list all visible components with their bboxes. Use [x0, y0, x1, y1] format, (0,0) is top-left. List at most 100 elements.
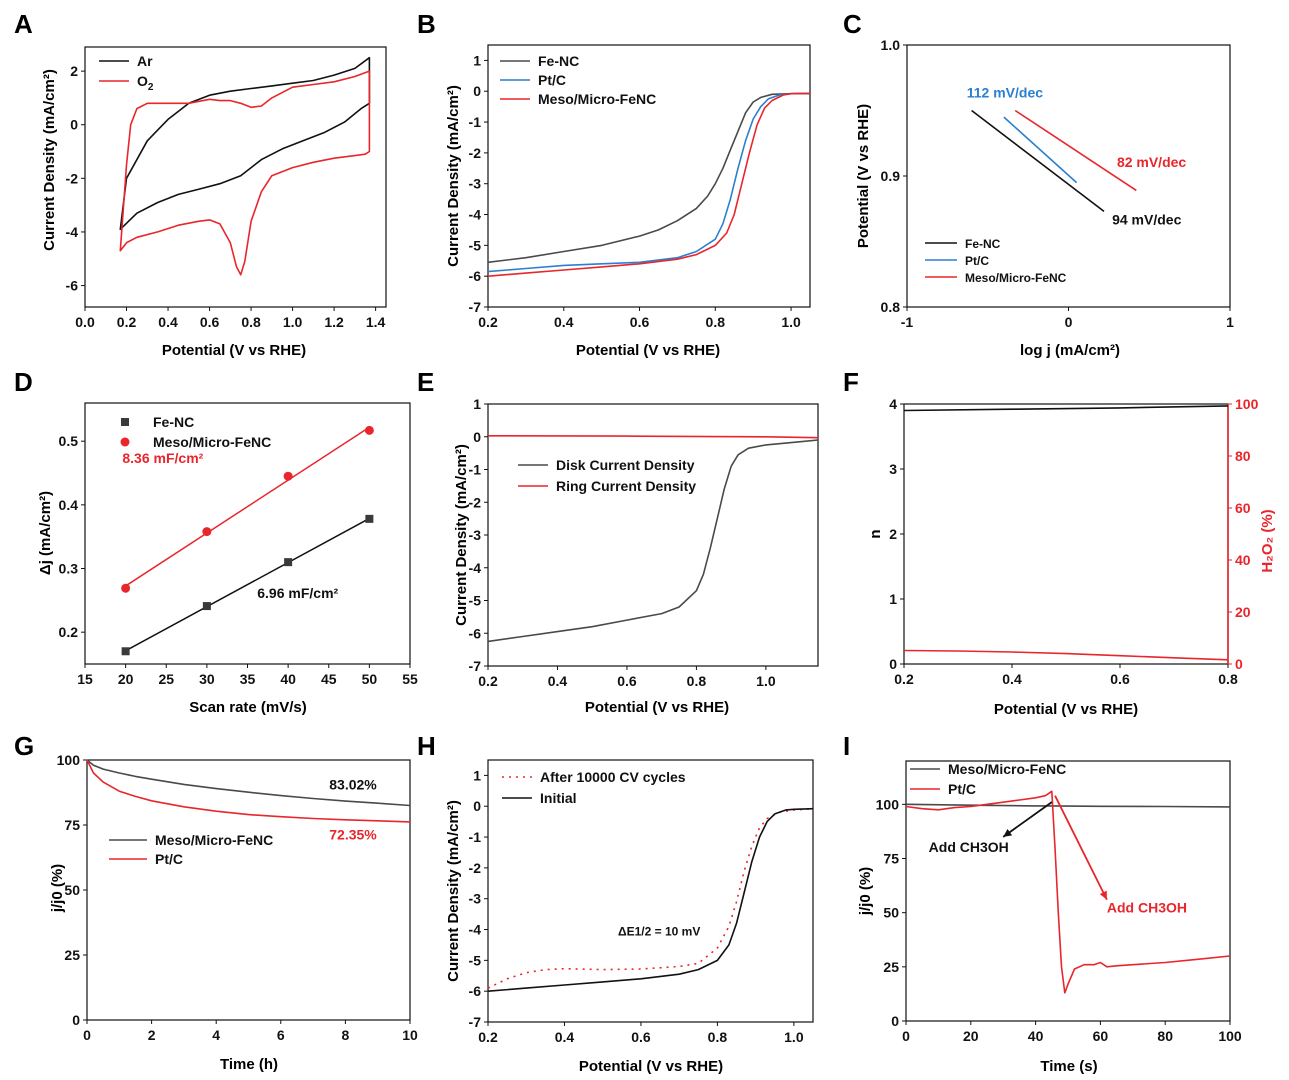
plot-area: 0.2 0.4 0.6 0.8 1.0 -7 -6 -5 -4 -3 -2 -1 0 1 Disk Curr…	[469, 396, 819, 689]
x-axis-title: Potential (V vs RHE)	[579, 1058, 723, 1075]
x-tick-label: 0.6	[1110, 671, 1130, 687]
y2-axis-title: H₂O₂ (%)	[1259, 509, 1276, 572]
fit-line	[125, 426, 370, 587]
annotation: 6.96 mF/cm²	[257, 585, 338, 601]
legend-label: Pt/C	[948, 781, 976, 797]
y2-tick-label: 100	[1235, 396, 1259, 412]
plot-area: 0.0 0.2 0.4 0.6 0.8 1.0 1.2 1.4 -6 -4 -2 0 2 Ar O2	[66, 46, 387, 330]
annotation: Add CH3OH	[929, 839, 1009, 855]
legend-label: Initial	[540, 790, 577, 806]
x-tick-label: 0.4	[158, 314, 178, 330]
y-tick-label: 0.4	[59, 497, 79, 513]
x-tick-label: 0.6	[200, 314, 220, 330]
data-point	[365, 514, 374, 523]
x-tick-label: 1.0	[283, 314, 303, 330]
plot-area: 0.2 0.4 0.6 0.8 1.0 -7 -6 -5 -4 -3 -2 -1 0 1 Fe-NC Pt/C…	[469, 44, 811, 330]
legend-label: Disk Current Density	[556, 457, 695, 473]
panel-label: H	[417, 731, 436, 761]
x-tick-label: 0.4	[555, 1029, 575, 1045]
y-axis-title: Current Density (mA/cm²)	[41, 69, 58, 251]
y-tick-label: 1	[889, 591, 897, 607]
y-tick-label: 100	[57, 752, 81, 768]
series-line	[971, 109, 1105, 213]
legend-label: Ar	[137, 53, 153, 69]
x-tick-label: 15	[77, 671, 93, 687]
x-axis-title: Potential (V vs RHE)	[162, 342, 306, 359]
legend-subscript: 2	[148, 82, 154, 93]
legend-label: Fe-NC	[153, 414, 194, 430]
data-point	[121, 583, 131, 593]
x-tick-label: 0.2	[478, 1029, 498, 1045]
y-tick-label: -2	[469, 145, 482, 161]
x-tick-label: 45	[321, 671, 337, 687]
series-line	[903, 649, 1229, 661]
series-line	[119, 56, 371, 231]
y-axis-title: j/j0 (%)	[49, 864, 66, 913]
x-tick-label: 6	[277, 1027, 285, 1043]
x-tick-label: 1.2	[324, 314, 344, 330]
x-tick-label: 35	[240, 671, 256, 687]
arrow-head	[1003, 828, 1013, 837]
y-tick-label: 0.9	[881, 168, 901, 184]
y-tick-label: -2	[469, 494, 482, 510]
plot-frame	[86, 759, 411, 1021]
annotation: 8.36 mF/cm²	[122, 450, 203, 466]
x-tick-label: 30	[199, 671, 215, 687]
data-point	[121, 647, 130, 656]
y2-tick-label: 60	[1235, 500, 1251, 516]
annotation: 72.35%	[329, 826, 377, 842]
x-tick-label: 1.0	[781, 314, 801, 330]
x-tick-label: 0.8	[241, 314, 261, 330]
y-tick-label: 0	[473, 83, 481, 99]
x-axis-title: Potential (V vs RHE)	[994, 701, 1138, 718]
x-tick-label: 0.8	[706, 314, 726, 330]
y-tick-label: 0	[473, 429, 481, 445]
y-tick-label: -1	[469, 829, 482, 845]
y-tick-label: -3	[469, 527, 482, 543]
legend-label: Fe-NC	[965, 237, 1001, 251]
plot-frame	[487, 44, 811, 308]
x-tick-label: 0.6	[617, 673, 637, 689]
y-tick-label: 50	[883, 905, 899, 921]
plot-area: 0.2 0.4 0.6 0.8 1.0 -7 -6 -5 -4 -3 -2 -1 0 1 After 100…	[469, 759, 814, 1045]
y2-tick-label: 80	[1235, 448, 1251, 464]
x-tick-label: 1	[1226, 314, 1234, 330]
legend-label: O2	[137, 73, 154, 93]
x-tick-label: 80	[1157, 1028, 1173, 1044]
x-axis-title: Potential (V vs RHE)	[585, 699, 729, 716]
y-tick-label: 1.0	[881, 37, 901, 53]
y-tick-label: -1	[469, 462, 482, 478]
x-axis-title: Potential (V vs RHE)	[576, 342, 720, 359]
series-line	[1014, 109, 1137, 192]
x-tick-label: 0.2	[478, 673, 498, 689]
y-tick-label: -4	[469, 922, 482, 938]
plot-frame	[905, 760, 1231, 1022]
annotation: ΔE1/2 = 10 mV	[618, 925, 700, 939]
y-tick-label: 75	[64, 817, 80, 833]
y-axis-title: n	[867, 529, 884, 538]
legend-label: Meso/Micro-FeNC	[155, 832, 273, 848]
y-tick-label: -6	[66, 278, 79, 294]
y-tick-label: -2	[469, 860, 482, 876]
x-tick-label: 4	[212, 1027, 220, 1043]
x-tick-label: 20	[118, 671, 134, 687]
x-tick-label: 0.2	[894, 671, 914, 687]
y-tick-label: 0.8	[881, 299, 901, 315]
panel-label: E	[417, 367, 434, 397]
y-tick-label: 100	[876, 796, 900, 812]
panel-label: G	[14, 731, 34, 761]
x-tick-label: 0	[902, 1028, 910, 1044]
x-tick-label: 0.8	[1218, 671, 1238, 687]
x-tick-label: 0.4	[1002, 671, 1022, 687]
y-tick-label: -4	[469, 207, 482, 223]
x-axis-title: Scan rate (mV/s)	[189, 699, 307, 716]
y-tick-label: 3	[889, 461, 897, 477]
x-tick-label: 1.0	[756, 673, 776, 689]
panel-label: A	[14, 9, 33, 39]
y-tick-label: -7	[469, 299, 482, 315]
y-tick-label: -6	[469, 983, 482, 999]
annotation: Add CH3OH	[1107, 900, 1187, 916]
y-tick-label: -3	[469, 176, 482, 192]
panel-label: C	[843, 9, 862, 39]
y-tick-label: -3	[469, 891, 482, 907]
